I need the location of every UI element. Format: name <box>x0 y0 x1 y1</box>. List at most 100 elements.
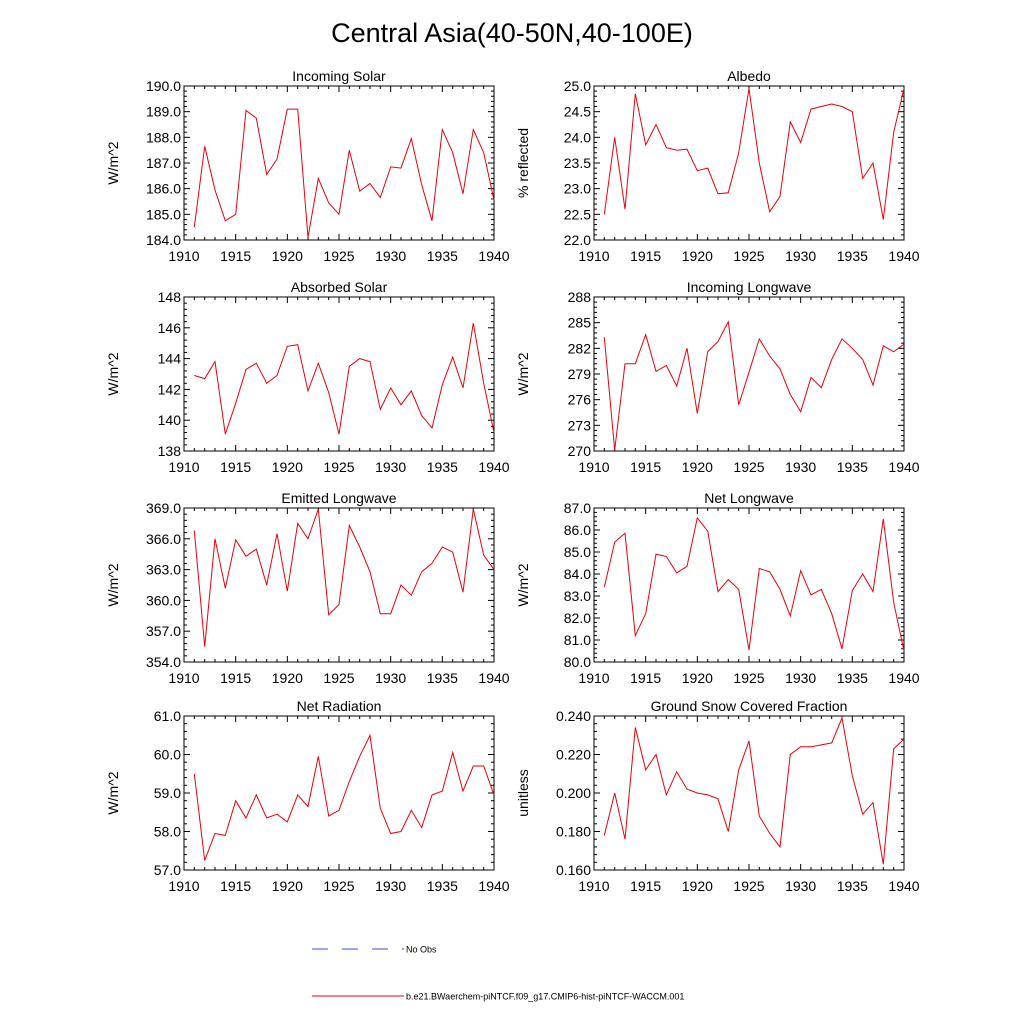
y-tick-label: 273 <box>568 417 592 433</box>
x-tick-label: 1925 <box>733 248 764 264</box>
series-line-absorbed-solar <box>194 323 495 435</box>
y-tick-label: 58.0 <box>154 824 181 840</box>
y-tick-label: 354.0 <box>146 654 181 670</box>
panel-incoming-solar: Incoming Solar W/m^2 1910 1915 1920 1925 1930 1… <box>105 68 510 264</box>
series-line-ground-snow-covered-fraction <box>603 716 905 865</box>
x-tick-label: 1935 <box>837 878 868 894</box>
series-line-incoming-longwave <box>603 320 905 451</box>
x-tick-label: 1915 <box>220 670 251 686</box>
y-tick-label: 142 <box>158 381 182 397</box>
y-tick-label: 187.0 <box>146 155 181 171</box>
y-axis-label: W/m^2 <box>105 771 121 814</box>
x-tick-label: 1940 <box>888 459 919 475</box>
y-tick-label: 84.0 <box>564 566 591 582</box>
x-tick-label: 1925 <box>733 459 764 475</box>
plot-frame <box>593 296 905 452</box>
y-tick-label: 185.0 <box>146 206 181 222</box>
y-tick-label: 80.0 <box>564 654 591 670</box>
x-tick-label: 1925 <box>733 878 764 894</box>
x-tick-label: 1925 <box>323 459 354 475</box>
panels: Incoming Solar W/m^2 1910 1915 1920 1925 1930 1… <box>105 68 920 894</box>
y-tick-label: 357.0 <box>146 623 181 639</box>
x-tick-label: 1940 <box>888 670 919 686</box>
legend: No Obs b.e21.BWaerchem-piNTCF.f09_g17.CM… <box>312 945 684 1002</box>
y-tick-label: 188.0 <box>146 129 181 145</box>
panel-title: Albedo <box>727 68 771 84</box>
y-tick-label: 140 <box>158 412 182 428</box>
x-tick-label: 1920 <box>272 459 303 475</box>
y-tick-label: 60.0 <box>154 747 181 763</box>
x-tick-label: 1930 <box>785 248 816 264</box>
x-tick-label: 1930 <box>375 878 406 894</box>
x-tick-label: 1910 <box>578 670 609 686</box>
figure-title: Central Asia(40-50N,40-100E) <box>331 18 693 48</box>
y-tick-label: 276 <box>568 392 592 408</box>
y-tick-label: 85.0 <box>564 544 591 560</box>
plot-frame <box>593 85 905 241</box>
plot-frame <box>183 507 495 663</box>
y-tick-label: 22.0 <box>564 232 591 248</box>
series-line-incoming-solar <box>193 108 495 238</box>
x-tick-label: 1940 <box>888 878 919 894</box>
panel-net-radiation: Net Radiation W/m^2 1910 1915 1920 1925 1930 19… <box>105 698 510 894</box>
x-tick-label: 1915 <box>630 670 661 686</box>
x-tick-label: 1920 <box>272 248 303 264</box>
x-tick-label: 1920 <box>682 248 713 264</box>
y-tick-label: 0.220 <box>556 747 591 763</box>
x-tick-label: 1910 <box>168 248 199 264</box>
plot-frame <box>183 715 495 871</box>
x-tick-label: 1910 <box>168 459 199 475</box>
y-axis-label: W/m^2 <box>515 563 531 606</box>
x-tick-label: 1915 <box>630 878 661 894</box>
panel-title: Incoming Solar <box>292 68 386 84</box>
x-tick-label: 1940 <box>478 459 509 475</box>
y-tick-label: 24.5 <box>564 104 591 120</box>
series-line-emitted-longwave <box>193 508 495 647</box>
plot-frame <box>593 507 905 663</box>
x-tick-label: 1925 <box>323 670 354 686</box>
y-tick-label: 190.0 <box>146 78 181 94</box>
x-tick-label: 1930 <box>785 670 816 686</box>
y-tick-label: 57.0 <box>154 862 181 878</box>
x-tick-label: 1910 <box>578 459 609 475</box>
y-tick-label: 59.0 <box>154 785 181 801</box>
y-tick-label: 61.0 <box>154 708 181 724</box>
x-tick-label: 1940 <box>888 248 919 264</box>
plot-frame <box>183 296 495 452</box>
y-tick-label: 87.0 <box>564 500 591 516</box>
y-tick-label: 366.0 <box>146 531 181 547</box>
legend-model-label: b.e21.BWaerchem-piNTCF.f09_g17.CMIP6-his… <box>406 992 684 1002</box>
x-tick-label: 1930 <box>785 878 816 894</box>
x-tick-label: 1910 <box>578 878 609 894</box>
y-axis-label: unitless <box>515 769 531 816</box>
plot-frame <box>183 85 495 241</box>
y-tick-label: 282 <box>568 340 592 356</box>
y-tick-label: 285 <box>568 315 592 331</box>
x-tick-label: 1935 <box>427 459 458 475</box>
x-tick-label: 1915 <box>220 878 251 894</box>
y-tick-label: 83.0 <box>564 588 591 604</box>
y-tick-label: 270 <box>568 443 592 459</box>
y-tick-label: 360.0 <box>146 592 181 608</box>
x-tick-label: 1930 <box>785 459 816 475</box>
y-tick-label: 279 <box>568 366 592 382</box>
y-tick-label: 144 <box>158 351 182 367</box>
y-axis-label: W/m^2 <box>515 352 531 395</box>
panel-title: Net Radiation <box>297 698 382 714</box>
panel-net-longwave: Net Longwave W/m^2 1910 1915 1920 1925 1930 193… <box>515 490 920 686</box>
panel-title: Emitted Longwave <box>281 490 396 506</box>
series-line-net-longwave <box>603 516 905 652</box>
x-tick-label: 1910 <box>168 670 199 686</box>
panel-title: Absorbed Solar <box>291 279 388 295</box>
panel-incoming-longwave: Incoming Longwave W/m^2 1910 1915 1920 1925 19… <box>515 279 920 475</box>
y-tick-label: 138 <box>158 443 182 459</box>
panel-title: Incoming Longwave <box>687 279 812 295</box>
x-tick-label: 1935 <box>837 248 868 264</box>
x-tick-label: 1935 <box>837 459 868 475</box>
x-tick-label: 1920 <box>272 878 303 894</box>
x-tick-label: 1915 <box>630 248 661 264</box>
x-tick-label: 1915 <box>220 459 251 475</box>
legend-no-obs-label: No Obs <box>406 945 437 955</box>
x-tick-label: 1935 <box>427 878 458 894</box>
